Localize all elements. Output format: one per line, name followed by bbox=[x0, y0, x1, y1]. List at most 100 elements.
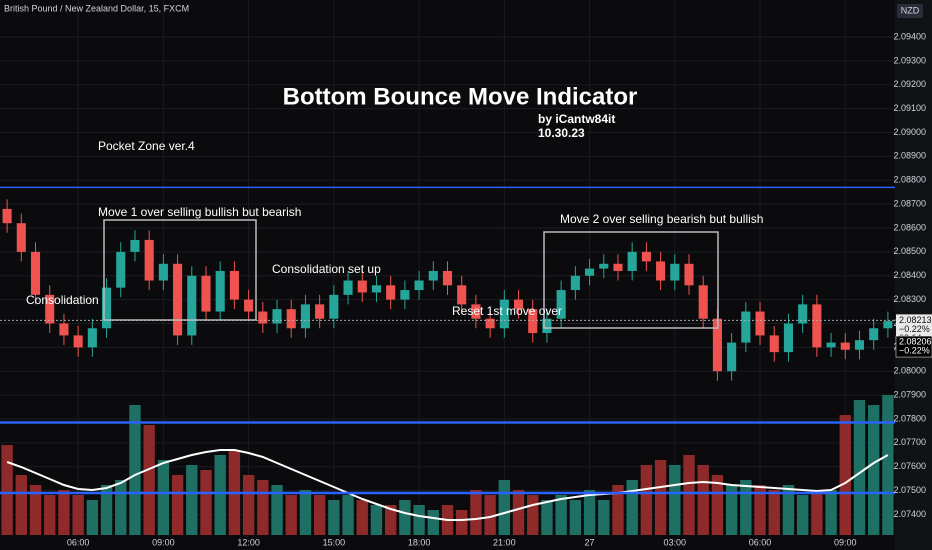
volume-bar bbox=[370, 505, 383, 535]
candle-body bbox=[741, 311, 751, 343]
volume-bar bbox=[129, 405, 141, 535]
volume-bar bbox=[44, 495, 56, 535]
y-tick-label: 2.09100 bbox=[893, 103, 926, 113]
volume-bar bbox=[58, 490, 70, 535]
y-tick-label: 2.07800 bbox=[893, 413, 926, 423]
subtitle: by iCantw84it bbox=[538, 112, 615, 126]
volume-bar bbox=[683, 455, 695, 535]
candle-body bbox=[840, 342, 850, 350]
candle-body bbox=[173, 263, 183, 336]
candle-body bbox=[244, 299, 254, 312]
prev-price-box bbox=[895, 335, 932, 358]
volume-bar bbox=[1, 445, 13, 535]
volume-bar bbox=[796, 495, 809, 535]
candle-body bbox=[329, 294, 339, 319]
volume-bar bbox=[342, 495, 354, 535]
volume-bar bbox=[313, 495, 326, 535]
candle-body bbox=[343, 280, 353, 295]
candle-body bbox=[869, 328, 879, 341]
candle-body bbox=[116, 251, 126, 288]
last-change: −0.22% bbox=[899, 324, 930, 334]
annotation: Consolidation bbox=[26, 293, 99, 307]
subtitle: 10.30.23 bbox=[538, 126, 585, 140]
candle-body bbox=[812, 304, 822, 348]
volume-bar bbox=[626, 480, 638, 535]
volume-bar bbox=[171, 475, 184, 535]
candle-body bbox=[300, 304, 310, 329]
candle-body bbox=[158, 263, 168, 281]
y-tick-label: 2.09200 bbox=[893, 79, 926, 89]
candle-body bbox=[712, 318, 722, 372]
x-tick-label: 06:00 bbox=[67, 537, 90, 547]
candle-body bbox=[428, 270, 438, 281]
volume-bar bbox=[654, 460, 667, 535]
symbol: British Pound / New Zealand Dollar, 15, … bbox=[4, 3, 189, 13]
candle-body bbox=[542, 318, 552, 334]
volume-bar bbox=[782, 485, 795, 535]
volume-bar bbox=[853, 400, 866, 535]
candle-body bbox=[45, 294, 55, 324]
volume-bar bbox=[484, 495, 496, 535]
volume-bar bbox=[612, 485, 624, 535]
volume-bar bbox=[839, 415, 851, 535]
volume-bar bbox=[512, 490, 525, 535]
candle-body bbox=[2, 208, 12, 224]
candle-body bbox=[357, 280, 367, 293]
y-tick-label: 2.08300 bbox=[893, 294, 926, 304]
x-tick-label: 12:00 bbox=[237, 537, 260, 547]
y-tick-label: 2.07400 bbox=[893, 509, 926, 519]
move-box bbox=[103, 219, 257, 321]
volume-bar bbox=[725, 485, 738, 535]
candle-body bbox=[656, 261, 666, 281]
volume-bar bbox=[328, 500, 340, 535]
x-tick-label: 09:00 bbox=[152, 537, 175, 547]
volume-bar bbox=[86, 500, 99, 535]
candle-body bbox=[599, 263, 609, 269]
y-tick-label: 2.07900 bbox=[893, 389, 926, 399]
volume-bar bbox=[413, 505, 425, 535]
candle-body bbox=[727, 342, 737, 372]
y-tick-label: 2.09000 bbox=[893, 127, 926, 137]
candle-body bbox=[854, 340, 865, 350]
volume-bar bbox=[527, 495, 539, 535]
volume-bar bbox=[456, 510, 468, 535]
volume-bar bbox=[868, 405, 880, 535]
candle-body bbox=[258, 311, 268, 324]
candle-body bbox=[556, 290, 566, 319]
volume-bar bbox=[740, 480, 752, 535]
volume-bar bbox=[498, 480, 511, 535]
y-tick-label: 2.08500 bbox=[893, 246, 926, 256]
volume-bar bbox=[29, 485, 42, 535]
candle-body bbox=[783, 323, 793, 353]
y-tick-label: 2.08900 bbox=[893, 151, 926, 161]
volume-bar bbox=[768, 490, 780, 535]
volume-bar bbox=[257, 480, 269, 535]
volume-bar bbox=[754, 485, 766, 535]
volume-bar bbox=[541, 500, 553, 535]
x-tick-label: 27 bbox=[585, 537, 595, 547]
candle-body bbox=[215, 270, 225, 312]
y-tick-label: 2.07500 bbox=[893, 485, 926, 495]
candle-body bbox=[670, 263, 680, 281]
volume-bar bbox=[15, 475, 27, 535]
candle-body bbox=[400, 290, 410, 300]
candle-body bbox=[386, 285, 396, 300]
move-box bbox=[543, 231, 719, 329]
candle-body bbox=[229, 270, 239, 300]
annotation: Move 1 over selling bullish but bearish bbox=[98, 205, 301, 219]
volume-bar bbox=[271, 485, 283, 535]
y-tick-label: 2.08000 bbox=[893, 366, 926, 376]
x-tick-label: 06:00 bbox=[749, 537, 772, 547]
volume-bar bbox=[356, 500, 368, 535]
currency: NZD bbox=[901, 5, 920, 15]
volume-bar bbox=[384, 505, 397, 535]
candle-body bbox=[102, 287, 112, 329]
volume-bar bbox=[285, 495, 297, 535]
candle-body bbox=[627, 251, 637, 271]
x-tick-label: 18:00 bbox=[408, 537, 431, 547]
y-tick-label: 2.08400 bbox=[893, 270, 926, 280]
y-tick-label: 2.08800 bbox=[893, 175, 926, 185]
annotation: Consolidation set up bbox=[272, 262, 381, 276]
volume-bar bbox=[583, 490, 596, 535]
